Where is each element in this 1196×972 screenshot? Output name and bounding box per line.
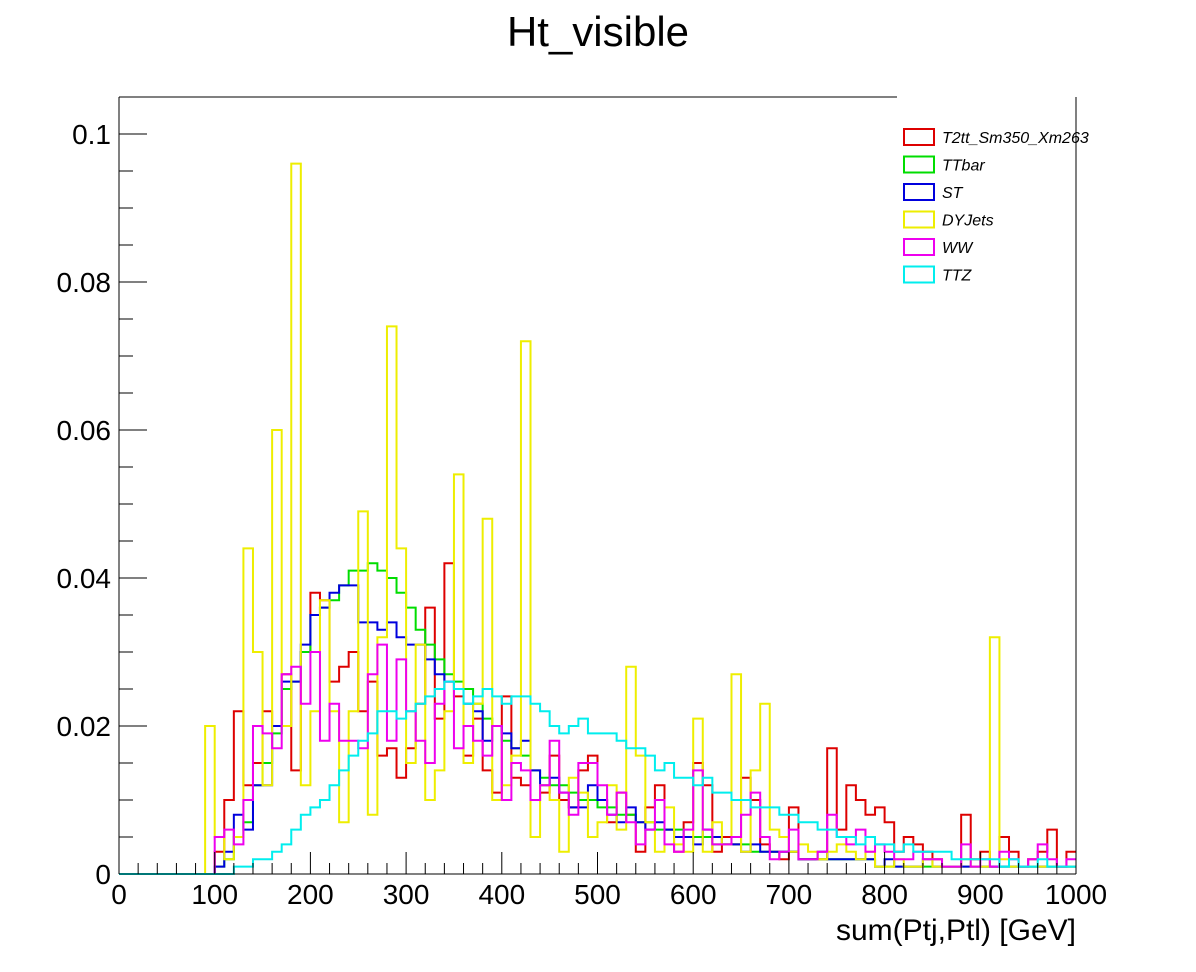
y-tick-label: 0 (95, 859, 111, 890)
x-tick-label: 100 (191, 879, 238, 910)
legend-swatch (903, 210, 935, 229)
x-tick-label: 900 (957, 879, 1004, 910)
legend-label: TTbar (942, 158, 985, 175)
legend-swatch (903, 265, 935, 284)
legend-label: WW (942, 240, 974, 257)
x-tick-label: 0 (111, 879, 127, 910)
x-tick-label: 300 (383, 879, 430, 910)
x-axis-label: sum(Ptj,Ptl) [GeV] (836, 914, 1076, 947)
x-tick-label: 400 (478, 879, 525, 910)
y-tick-label: 0.08 (57, 267, 112, 298)
legend-swatch (903, 155, 935, 174)
x-tick-label: 200 (287, 879, 334, 910)
series-line-0 (119, 562, 1076, 875)
series-line-3 (119, 162, 1076, 875)
legend-swatch (903, 128, 935, 146)
axes: 0 100 200 300 400 500 600 700 800 900 1000 0 0.02 0.0… (57, 96, 1107, 910)
y-tick-label: 0.1 (72, 119, 111, 150)
chart-title: Ht_visible (507, 8, 689, 55)
series-line-5 (119, 680, 1076, 875)
y-tick-label: 0.06 (57, 415, 112, 446)
legend: T2tt_Sm350_Xm263 TTbar ST DYJets WW TTZ (903, 128, 1089, 285)
y-tick-label: 0.02 (57, 711, 112, 742)
legend-label: T2tt_Sm350_Xm263 (942, 130, 1089, 147)
x-tick-label: 1000 (1045, 879, 1107, 910)
legend-label: DYJets (942, 213, 994, 230)
series-layer (119, 162, 1076, 875)
legend-label: TTZ (942, 268, 973, 285)
x-tick-label: 700 (766, 879, 813, 910)
x-tick-label: 500 (574, 879, 621, 910)
legend-swatch (903, 183, 935, 201)
y-tick-label: 0.04 (57, 563, 112, 594)
x-tick-label: 600 (670, 879, 717, 910)
x-tick-label: 800 (861, 879, 908, 910)
legend-label: ST (942, 185, 964, 202)
legend-swatch (903, 238, 935, 256)
